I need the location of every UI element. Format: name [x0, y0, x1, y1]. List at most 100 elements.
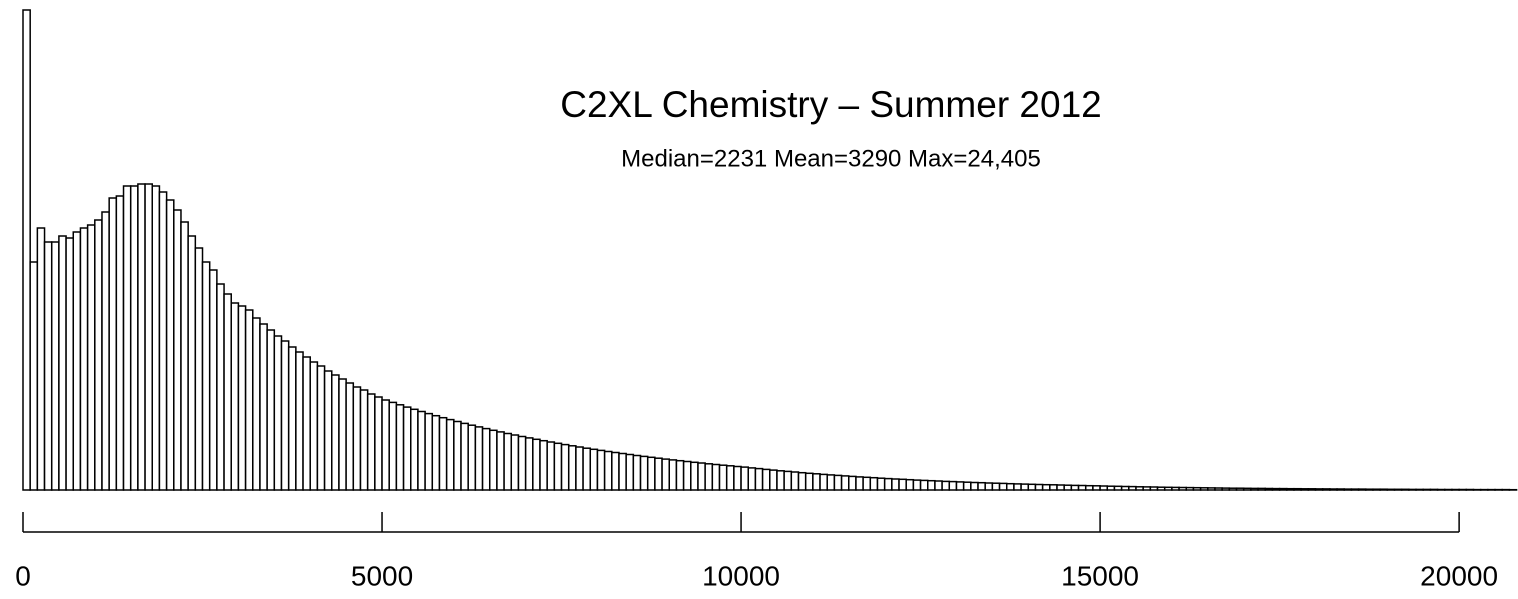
bar [295, 351, 304, 491]
bar [1027, 483, 1037, 491]
bar [216, 283, 225, 491]
bar [438, 416, 448, 491]
bar [1056, 484, 1065, 491]
bar [94, 219, 103, 491]
bar [582, 447, 592, 491]
bar [1171, 486, 1180, 491]
bar [1372, 488, 1381, 491]
bar [955, 481, 965, 491]
bar [1084, 484, 1094, 491]
bar [697, 462, 706, 491]
bar [1458, 488, 1468, 491]
bar [244, 309, 254, 491]
bar [991, 482, 1001, 491]
bar [1221, 487, 1231, 491]
bar [115, 195, 125, 491]
bar [1321, 488, 1331, 491]
bar [567, 445, 577, 491]
bar [1005, 482, 1015, 491]
x-tick-label: 15000 [1061, 560, 1139, 591]
bar [639, 455, 649, 491]
bar [718, 464, 728, 491]
bar [316, 365, 326, 491]
bar [488, 429, 498, 491]
bar [481, 427, 491, 491]
bar [596, 449, 606, 491]
bar [187, 235, 197, 491]
bar [1400, 488, 1410, 491]
bar [1357, 488, 1367, 491]
bar [546, 441, 556, 491]
bar [1185, 486, 1195, 491]
bar [173, 209, 182, 491]
bar [180, 221, 189, 491]
bar [496, 431, 505, 491]
bar [460, 422, 469, 491]
bar [524, 437, 534, 491]
bar [790, 471, 800, 491]
bar [1336, 488, 1345, 491]
bar [223, 293, 232, 491]
bar [704, 463, 714, 491]
bar [1415, 488, 1424, 491]
bar [797, 471, 807, 491]
bar [589, 448, 599, 491]
bar [122, 185, 132, 491]
bar [65, 237, 75, 491]
bar [201, 261, 211, 491]
bar [1077, 484, 1087, 491]
bar [352, 386, 362, 491]
bar [474, 426, 484, 491]
bar [230, 302, 240, 491]
bar [1257, 487, 1266, 491]
bar [359, 389, 369, 491]
bar [754, 467, 764, 491]
bar [345, 382, 355, 491]
bar [1092, 485, 1101, 491]
bar [151, 185, 161, 491]
bar [1465, 488, 1475, 491]
bar [1250, 487, 1259, 491]
bar [1293, 487, 1302, 491]
bar [1070, 484, 1080, 491]
bar [1013, 483, 1022, 491]
bar [740, 466, 749, 491]
bar [1142, 486, 1152, 491]
bar [338, 378, 347, 491]
bar [1034, 483, 1044, 491]
bar [431, 414, 441, 491]
bar [1429, 488, 1439, 491]
bar [1379, 488, 1389, 491]
bar [711, 463, 721, 491]
bar [1063, 484, 1073, 491]
bar [1192, 486, 1202, 491]
bar [252, 317, 261, 491]
bar [395, 404, 405, 491]
bar [783, 470, 793, 491]
bar [761, 468, 771, 491]
bar [855, 476, 864, 491]
bar [848, 475, 857, 491]
bar [1149, 486, 1159, 491]
bar [1228, 487, 1238, 491]
bar [388, 401, 398, 491]
bar [912, 479, 922, 491]
bar [1264, 487, 1274, 491]
bar [453, 420, 462, 491]
bar [36, 227, 46, 491]
bar [532, 438, 541, 491]
bar [50, 241, 60, 491]
x-tick-label: 10000 [702, 560, 780, 591]
bar [1343, 488, 1353, 491]
bar [1386, 488, 1396, 491]
bar [72, 231, 82, 491]
bar [1444, 488, 1453, 491]
bar [1365, 488, 1374, 491]
bar [79, 227, 89, 491]
bar [769, 469, 778, 491]
bar [1242, 487, 1252, 491]
bar [1106, 485, 1116, 491]
bar [417, 410, 426, 491]
bar [654, 457, 663, 491]
bar [948, 480, 958, 491]
